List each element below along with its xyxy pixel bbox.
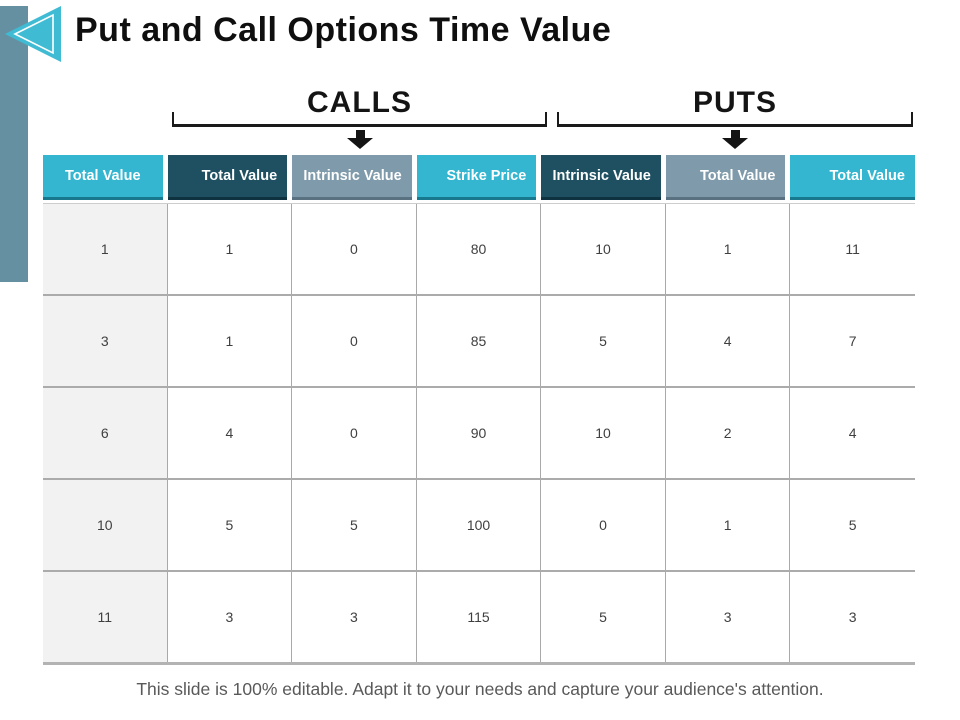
page-title: Put and Call Options Time Value: [75, 11, 612, 49]
header-cell-3: Strike Price: [416, 155, 537, 200]
body-cell-3-2: 5: [292, 480, 417, 570]
body-cell-1-5: 4: [665, 296, 791, 386]
body-cell-3-5: 1: [665, 480, 791, 570]
body-cell-4-0: 11: [43, 572, 168, 662]
table-row-3: 10 5 5 100 0 1 5: [43, 478, 915, 570]
left-triangle-icon: [5, 6, 61, 62]
body-cell-3-0: 10: [43, 480, 168, 570]
table-row-4: 11 3 3 115 5 3 3: [43, 570, 915, 662]
body-cell-3-1: 5: [167, 480, 293, 570]
body-cell-4-5: 3: [665, 572, 791, 662]
body-cell-3-3: 100: [416, 480, 542, 570]
arrow-head: [347, 138, 373, 149]
table-header-row: Total Value Total Value Intrinsic Value Str…: [43, 155, 915, 200]
body-cell-2-1: 4: [167, 388, 293, 478]
body-cell-4-2: 3: [292, 572, 417, 662]
puts-bracket: [557, 112, 913, 127]
header-cell-4: Intrinsic Value: [541, 155, 661, 200]
body-cell-2-4: 10: [541, 388, 666, 478]
table-row-0: 1 1 0 80 10 1 11: [43, 204, 915, 294]
header-cell-5: Total Value: [665, 155, 786, 200]
body-cell-4-3: 115: [416, 572, 542, 662]
body-cell-4-4: 5: [541, 572, 666, 662]
body-cell-2-3: 90: [416, 388, 542, 478]
body-cell-2-0: 6: [43, 388, 168, 478]
body-cell-0-5: 1: [665, 204, 791, 294]
table-body: 1 1 0 80 10 1 11 3 1 0 85 5 4 7 6 4 0 90 10 2 4 10 5 5 100 0 1 5 11 3…: [43, 203, 915, 665]
header-cell-2: Intrinsic Value: [292, 155, 412, 200]
footer-note: This slide is 100% editable. Adapt it to…: [136, 679, 824, 699]
body-cell-3-6: 5: [790, 480, 915, 570]
body-cell-1-3: 85: [416, 296, 542, 386]
body-cell-2-2: 0: [292, 388, 417, 478]
puts-down-arrow-icon: [722, 130, 748, 149]
body-cell-1-0: 3: [43, 296, 168, 386]
side-accent-bar: [0, 6, 28, 282]
body-cell-4-1: 3: [167, 572, 293, 662]
body-cell-1-6: 7: [790, 296, 915, 386]
arrow-stem: [730, 130, 740, 138]
calls-down-arrow-icon: [347, 130, 373, 149]
puts-group-label: PUTS: [692, 86, 777, 119]
calls-group-label: CALLS: [307, 86, 412, 119]
header-cell-0: Total Value: [43, 155, 163, 200]
arrow-stem: [355, 130, 365, 138]
body-cell-0-0: 1: [43, 204, 168, 294]
body-cell-1-1: 1: [167, 296, 293, 386]
header-cell-6: Total Value: [790, 155, 915, 200]
body-cell-2-6: 4: [790, 388, 915, 478]
body-cell-1-4: 5: [541, 296, 666, 386]
body-cell-0-6: 11: [790, 204, 915, 294]
header-cell-1: Total Value: [167, 155, 288, 200]
body-cell-1-2: 0: [292, 296, 417, 386]
body-cell-0-1: 1: [167, 204, 293, 294]
body-cell-2-5: 2: [665, 388, 791, 478]
table-row-2: 6 4 0 90 10 2 4: [43, 386, 915, 478]
body-cell-4-6: 3: [790, 572, 915, 662]
body-cell-3-4: 0: [541, 480, 666, 570]
body-cell-0-2: 0: [292, 204, 417, 294]
table-row-1: 3 1 0 85 5 4 7: [43, 294, 915, 386]
calls-bracket: [172, 112, 547, 127]
body-cell-0-4: 10: [541, 204, 666, 294]
arrow-head: [722, 138, 748, 149]
body-cell-0-3: 80: [416, 204, 542, 294]
